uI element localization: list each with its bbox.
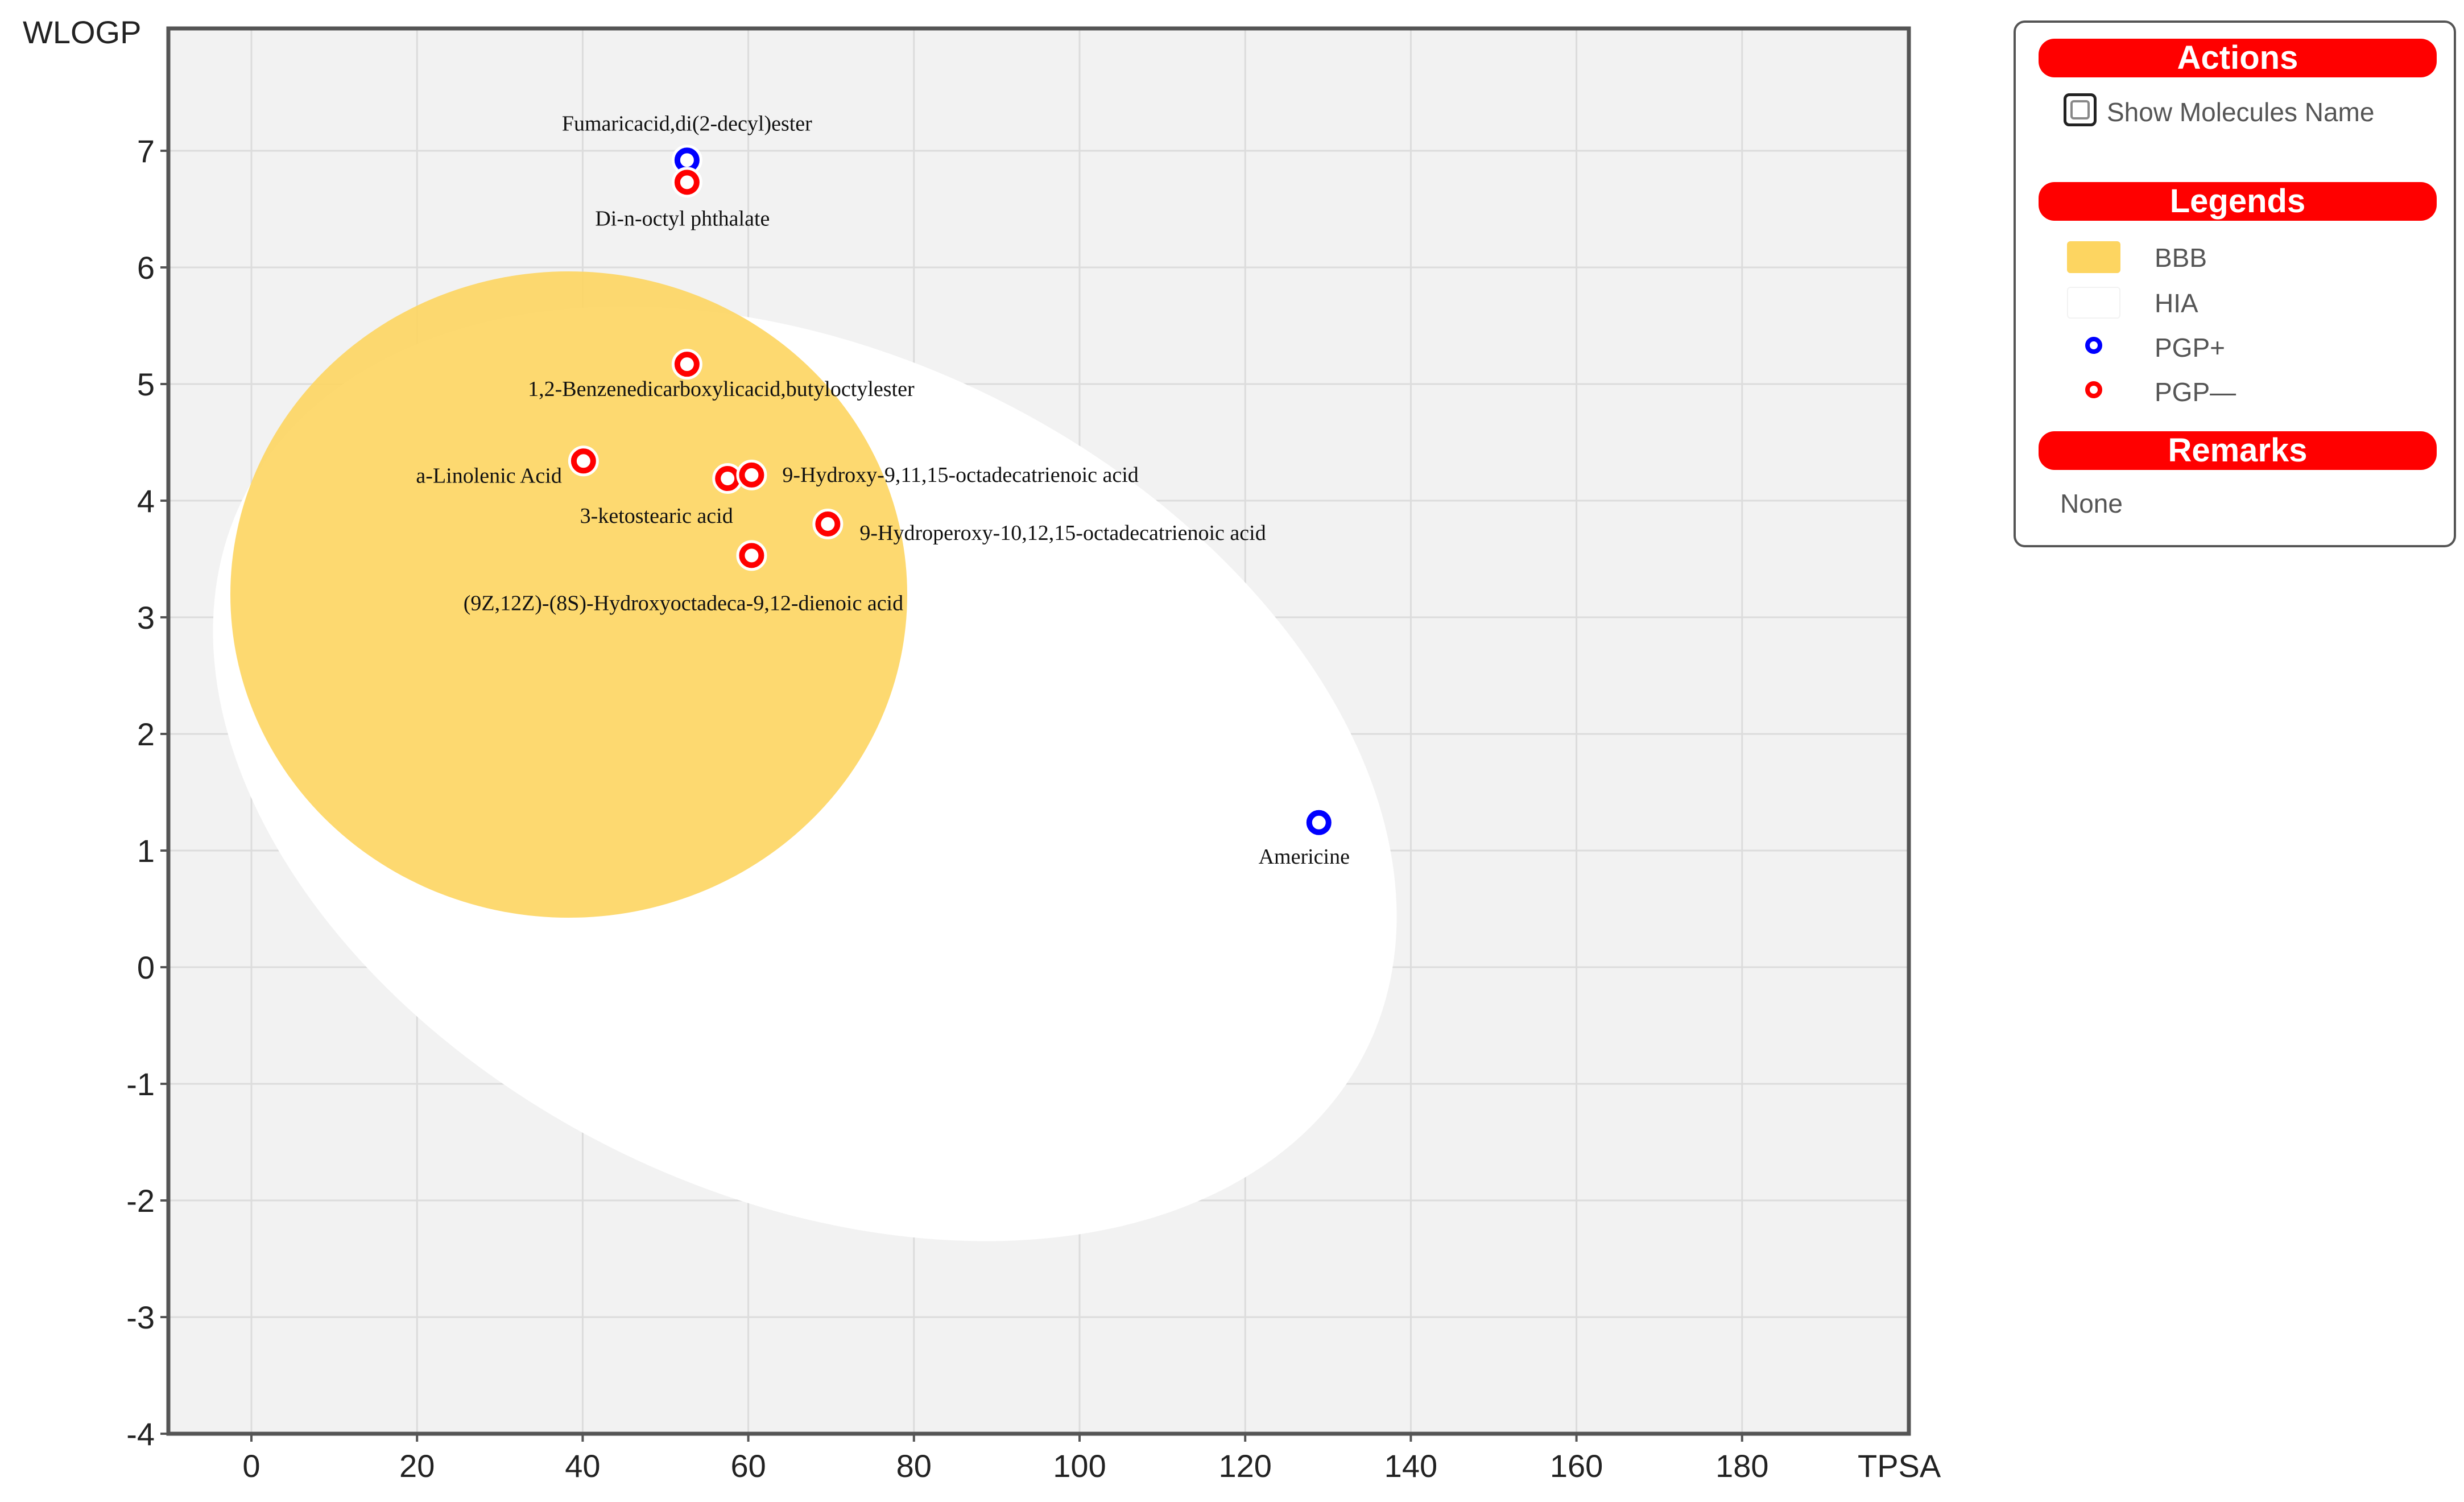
- remarks-header: Remarks: [2039, 431, 2437, 470]
- point-label: 9-Hydroxy-9,11,15-octadecatrienoic acid: [782, 463, 1138, 487]
- legends-header: Legends: [2039, 182, 2437, 221]
- y-tick-label: 2: [137, 716, 155, 752]
- remarks-text: None: [2060, 489, 2123, 518]
- show-names-checkbox[interactable]: [2064, 93, 2097, 126]
- point-label: 9-Hydroperoxy-10,12,15-octadecatrienoic …: [859, 521, 1266, 545]
- y-tick-label: 4: [137, 483, 155, 519]
- y-tick-label: 7: [137, 133, 155, 169]
- point-label: Di-n-octyl phthalate: [595, 207, 770, 230]
- y-tick-label: -4: [126, 1416, 155, 1452]
- data-point[interactable]: [715, 466, 741, 492]
- data-point[interactable]: [674, 147, 700, 173]
- red-circle-icon: [2085, 381, 2102, 398]
- data-point[interactable]: [739, 543, 764, 568]
- x-tick-label: 20: [399, 1448, 435, 1484]
- point-label: 3-ketostearic acid: [580, 504, 733, 528]
- plot-border: [166, 26, 1911, 1436]
- legend-pgp-plus-label: PGP+: [2155, 333, 2226, 362]
- y-tick-label: -2: [126, 1183, 155, 1219]
- x-tick-label: 100: [1053, 1448, 1106, 1484]
- x-tick-label: 160: [1550, 1448, 1603, 1484]
- data-point[interactable]: [570, 448, 596, 474]
- data-point[interactable]: [815, 511, 841, 537]
- x-tick-label: 0: [242, 1448, 260, 1484]
- y-tick-label: -3: [126, 1299, 155, 1335]
- data-point[interactable]: [674, 352, 700, 377]
- legend-hia-label: HIA: [2155, 288, 2198, 318]
- y-tick-label: 5: [137, 366, 155, 402]
- legend-bbb-label: BBB: [2155, 243, 2207, 273]
- blue-circle-icon: [2085, 337, 2102, 354]
- actions-header: Actions: [2039, 39, 2437, 77]
- point-label: (9Z,12Z)-(8S)-Hydroxyoctadeca-9,12-dieno…: [464, 591, 903, 615]
- side-panel: Actions Show Molecules Name Legends BBB …: [2014, 20, 2456, 547]
- x-tick-label: 60: [730, 1448, 766, 1484]
- bbb-region: [230, 271, 907, 918]
- axis-ticks: 0 20 40 60 80 100 120 140 160 180 -4 -3 -2 -1 0 1 2 3 4 5 6 7: [126, 133, 1768, 1484]
- point-label: a-Linolenic Acid: [416, 464, 561, 488]
- legend-pgp-minus-label: PGP—: [2155, 377, 2236, 407]
- x-tick-label: 180: [1715, 1448, 1768, 1484]
- y-tick-label: -1: [126, 1066, 155, 1102]
- x-tick-label: 120: [1218, 1448, 1271, 1484]
- point-label: 1,2-Benzenedicarboxylicacid,butyloctyles…: [528, 377, 915, 401]
- data-point[interactable]: [674, 170, 700, 195]
- bbb-swatch-icon: [2067, 241, 2120, 273]
- point-labels: Fumaricacid,di(2-decyl)ester Di-n-octyl p…: [416, 112, 1350, 868]
- y-tick-label: 1: [137, 833, 155, 869]
- points: [568, 145, 1334, 838]
- x-tick-label: 80: [896, 1448, 932, 1484]
- x-tick-label: 140: [1384, 1448, 1437, 1484]
- show-names-label[interactable]: Show Molecules Name: [2107, 97, 2375, 127]
- point-label: Fumaricacid,di(2-decyl)ester: [562, 112, 812, 135]
- y-axis-label: WLOGP: [23, 14, 141, 50]
- hia-swatch-icon: [2067, 287, 2120, 319]
- x-axis-label: TPSA: [1858, 1448, 1941, 1484]
- y-tick-label: 3: [137, 600, 155, 636]
- y-tick-label: 0: [137, 950, 155, 985]
- bbb-ellipse: [230, 271, 907, 918]
- chart: 0 20 40 60 80 100 120 140 160 180 -4 -3 -2 -1 0 1 2 3 4 5 6 7…: [23, 14, 1941, 1484]
- y-tick-label: 6: [137, 250, 155, 286]
- data-point[interactable]: [739, 462, 764, 488]
- x-tick-label: 40: [565, 1448, 600, 1484]
- point-label: Americine: [1259, 845, 1350, 869]
- data-point[interactable]: [1306, 810, 1332, 835]
